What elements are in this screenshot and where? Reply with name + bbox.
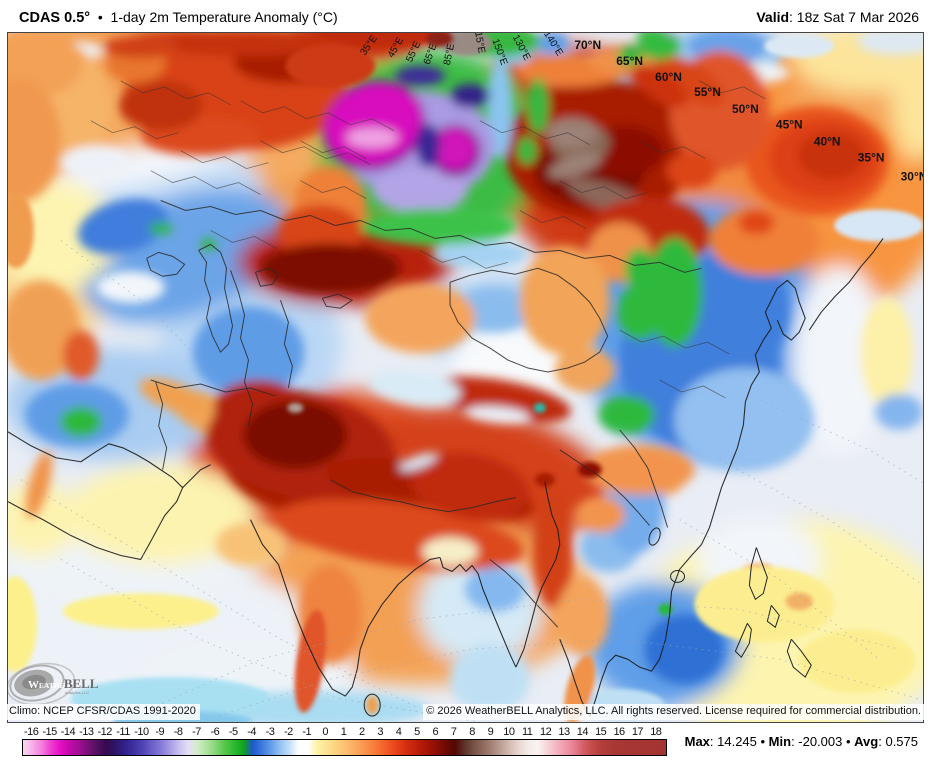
svg-text:BELL: BELL: [64, 676, 99, 691]
svg-text:15°E: 15°E: [472, 32, 487, 55]
svg-text:35°N: 35°N: [858, 151, 885, 165]
svg-text:50°N: 50°N: [732, 102, 759, 116]
svg-text:65°N: 65°N: [616, 54, 643, 68]
svg-text:45°N: 45°N: [776, 118, 803, 132]
svg-text:WEATHER: WEATHER: [28, 679, 71, 691]
svg-text:30°N: 30°N: [901, 170, 924, 184]
svg-text:70°N: 70°N: [574, 38, 601, 52]
svg-text:85°E: 85°E: [442, 42, 457, 66]
svg-text:40°N: 40°N: [814, 135, 841, 149]
svg-text:55°N: 55°N: [694, 85, 721, 99]
svg-text:60°N: 60°N: [655, 70, 682, 84]
svg-text:Analytics LLC: Analytics LLC: [65, 690, 89, 695]
